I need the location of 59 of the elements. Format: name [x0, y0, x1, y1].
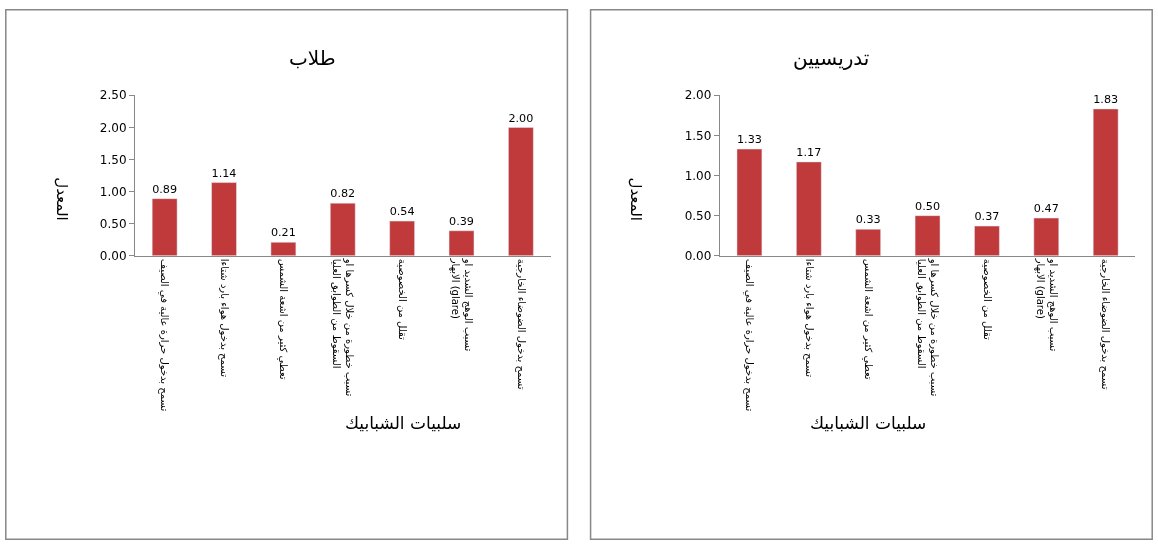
bar: [448, 230, 475, 256]
x-tick-label: تسبب خطورة من خلال كسرها او السقوط من الطوابق العليا: [331, 257, 356, 397]
data-label: 0.82: [330, 187, 356, 201]
x-tick-label: تسبب الوهج الشديد او الابهار (glare): [448, 257, 474, 352]
y-tick-label: 1.00: [99, 184, 127, 199]
bar: [330, 202, 356, 256]
bar: [736, 148, 763, 256]
x-tick-label: تقلل من الخصوصية: [981, 258, 993, 341]
bar: [508, 127, 534, 256]
data-label: 2.00: [508, 111, 534, 125]
y-tick-label: 0.50: [684, 208, 712, 223]
data-label: 0.21: [270, 226, 296, 240]
x-tick-label: تسمح بدخول الضوضاء الخارجية: [1099, 258, 1112, 390]
data-label: 1.14: [211, 166, 237, 180]
y-tick-label: 1.50: [684, 128, 712, 143]
data-label: 0.39: [449, 214, 474, 228]
data-label: 0.47: [1033, 202, 1059, 216]
x-tick-label: تسبب الوهج الشديد او الابهار (glare): [1033, 257, 1059, 352]
data-label: 0.89: [152, 182, 178, 196]
y-tick-label: 2.00: [684, 88, 712, 103]
x-tick-label: تعطي كثير من اشعة الشمس: [861, 258, 874, 380]
chart-title: طلاب: [289, 46, 336, 70]
y-tick-label: 1.00: [684, 168, 712, 183]
bar: [270, 242, 297, 256]
x-tick-label: تسمح بدخول حرارة عالية في الصيف: [743, 258, 756, 412]
y-tick-label: 0.50: [99, 216, 127, 231]
bar: [211, 182, 237, 256]
y-tick-label: 1.50: [99, 152, 127, 167]
bar: [855, 229, 881, 256]
x-tick-label: تسبب خطورة من خلال كسرها او السقوط من الطوابق العليا: [915, 257, 940, 397]
y-axis-title: المعدل: [626, 177, 645, 221]
bar: [974, 225, 1000, 256]
x-tick-label: تسمح بدخول هواء بارد شتاءا: [802, 258, 815, 378]
data-label: 1.17: [796, 146, 822, 160]
data-label: 0.37: [974, 210, 1000, 224]
data-label: 0.33: [855, 213, 881, 227]
x-tick-label: تسمح بدخول الضوضاء الخارجية: [514, 258, 527, 390]
y-axis-title: المعدل: [52, 177, 71, 221]
chart-title: تدريسيين: [793, 46, 870, 70]
x-axis-title: سلبيات الشبابيك: [810, 413, 927, 433]
y-tick-label: 2.00: [99, 120, 127, 135]
bar: [389, 220, 415, 256]
bar: [796, 161, 822, 256]
x-tick-label: تقلل من الخصوصية: [396, 258, 408, 341]
y-tick-label: 0.00: [684, 248, 712, 263]
y-tick-label: 2.50: [99, 88, 127, 103]
x-tick-label: تسمح بدخول حرارة عالية في الصيف: [158, 258, 171, 412]
y-tick-label: 0.00: [99, 248, 127, 263]
data-label: 0.54: [389, 205, 415, 219]
bar: [1092, 108, 1119, 256]
x-tick-label: تعطي كثير من اشعة الشمس: [277, 258, 290, 380]
x-axis-title: سلبيات الشبابيك: [345, 413, 462, 433]
x-tick-label: تسمح بدخول هواء بارد شتاءا: [217, 258, 230, 378]
data-label: 0.50: [915, 199, 941, 213]
data-label: 1.83: [1093, 93, 1119, 107]
bar: [914, 215, 941, 256]
data-label: 1.33: [736, 133, 762, 147]
bar: [1033, 217, 1060, 256]
bar: [151, 198, 178, 256]
